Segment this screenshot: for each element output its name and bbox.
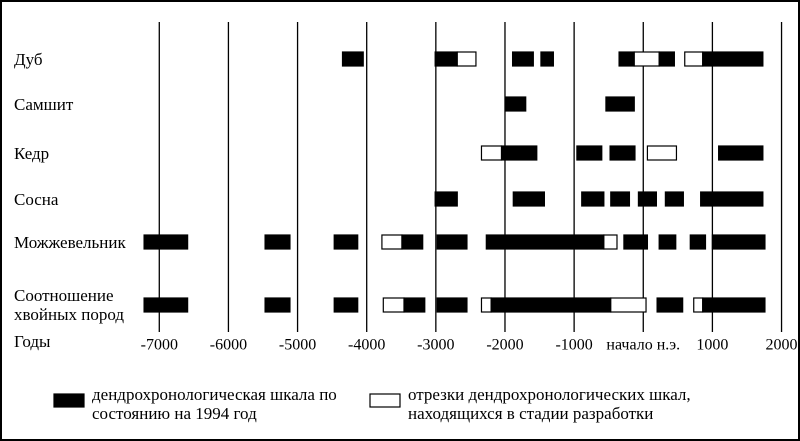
x-tick-label: -1000 (555, 337, 592, 354)
segment (711, 234, 766, 250)
segment (658, 234, 677, 250)
segment (436, 297, 468, 313)
segment (609, 145, 636, 161)
segment (618, 51, 635, 67)
x-tick-label: -7000 (141, 337, 178, 354)
segment (333, 297, 359, 313)
segment (333, 234, 359, 250)
segment (637, 191, 657, 207)
row-label: Можжевельник (14, 232, 126, 252)
x-tick-label: -5000 (279, 337, 316, 354)
segment (490, 297, 612, 313)
segment (264, 234, 291, 250)
segment (540, 51, 554, 67)
segment (381, 234, 403, 250)
legend-swatch (369, 393, 401, 408)
segment (658, 51, 675, 67)
row-label: Самшит (14, 94, 74, 114)
segment (505, 96, 527, 112)
segment (434, 191, 458, 207)
x-axis-label: Годы (14, 332, 51, 351)
segment (341, 51, 364, 67)
segment (143, 234, 189, 250)
segment (693, 297, 704, 313)
segment (511, 51, 534, 67)
x-tick-label: -4000 (348, 337, 385, 354)
segment (434, 51, 458, 67)
segment (456, 51, 477, 67)
segment (610, 297, 647, 313)
x-tick-label: -2000 (486, 337, 523, 354)
segment (689, 234, 707, 250)
segment (264, 297, 291, 313)
segment (401, 234, 424, 250)
segment (480, 145, 503, 161)
segment (512, 191, 545, 207)
segment (403, 297, 426, 313)
segment (485, 234, 605, 250)
segment (684, 51, 704, 67)
segment (702, 51, 764, 67)
legend-label: отрезки дендрохронологических шкал, нахо… (408, 385, 691, 423)
segment (664, 191, 684, 207)
segment (576, 145, 603, 161)
x-tick-label: -6000 (210, 337, 247, 354)
segment (656, 297, 684, 313)
legend-swatch (53, 393, 85, 408)
legend-label: дендрохронологическая шкала по состоянию… (92, 385, 337, 423)
row-label: Дуб (14, 49, 43, 69)
segment (436, 234, 468, 250)
row-label: Соотношение хвойных пород (14, 286, 125, 324)
segment (623, 234, 649, 250)
segment (500, 145, 538, 161)
x-tick-label: -3000 (417, 337, 454, 354)
segment (700, 191, 764, 207)
segment (610, 191, 631, 207)
x-tick-label: 1000 (696, 337, 728, 354)
segment (143, 297, 189, 313)
x-tick-label: начало н.э. (606, 337, 680, 354)
row-label: Кедр (14, 143, 50, 163)
segment (382, 297, 405, 313)
segment (646, 145, 678, 161)
segment (633, 51, 660, 67)
segment (605, 96, 635, 112)
segment (581, 191, 605, 207)
segment (702, 297, 766, 313)
segment (480, 297, 492, 313)
row-label: Сосна (14, 189, 59, 209)
segment (718, 145, 764, 161)
segment (603, 234, 618, 250)
x-tick-label: 2000 (766, 337, 798, 354)
